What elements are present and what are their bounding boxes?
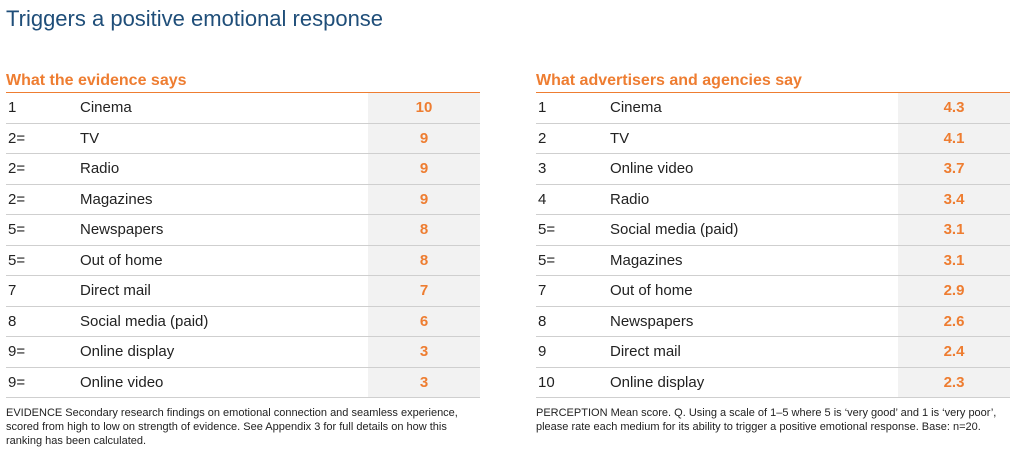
table-row: 1 Cinema 10	[6, 93, 480, 124]
medium-cell: Direct mail	[610, 343, 681, 361]
medium-cell: Out of home	[610, 282, 693, 300]
score-cell: 2.3	[898, 367, 1010, 397]
score-cell: 3.4	[898, 184, 1010, 214]
evidence-footnote: EVIDENCE Secondary research findings on …	[6, 407, 458, 447]
score-cell: 3.1	[898, 245, 1010, 275]
score-cell: 2.6	[898, 306, 1010, 336]
medium-cell: Out of home	[80, 251, 163, 269]
rank-cell: 5=	[538, 251, 556, 269]
score-cell: 3	[368, 367, 480, 397]
table-row: 2= TV 9	[6, 123, 480, 154]
table-row: 5= Social media (paid) 3.1	[536, 215, 1010, 246]
rank-cell: 8	[538, 312, 547, 330]
score-cell: 3.7	[898, 154, 1010, 184]
medium-cell: Radio	[80, 160, 120, 178]
medium-cell: Social media (paid)	[610, 221, 739, 239]
table-row: 5= Out of home 8	[6, 245, 480, 276]
rank-cell: 5=	[8, 251, 26, 269]
table-row: 2= Radio 9	[6, 154, 480, 185]
rank-cell: 2	[538, 129, 547, 147]
score-cell: 10	[368, 93, 480, 123]
perception-footnote: PERCEPTION Mean score. Q. Using a scale …	[536, 407, 997, 433]
medium-cell: Social media (paid)	[80, 312, 209, 330]
rank-cell: 7	[8, 282, 17, 300]
score-cell: 4.3	[898, 93, 1010, 123]
table-row: 2 TV 4.1	[536, 123, 1010, 154]
rank-cell: 5=	[8, 221, 26, 239]
table-row: 8 Newspapers 2.6	[536, 306, 1010, 337]
rank-cell: 9=	[8, 373, 26, 391]
medium-cell: Online video	[610, 160, 694, 178]
medium-cell: Direct mail	[80, 282, 151, 300]
table-row: 10 Online display 2.3	[536, 367, 1010, 398]
score-cell: 2.9	[898, 276, 1010, 306]
table-row: 9 Direct mail 2.4	[536, 337, 1010, 368]
score-cell: 9	[368, 123, 480, 153]
medium-cell: Radio	[610, 190, 650, 208]
rank-cell: 7	[538, 282, 547, 300]
medium-cell: Newspapers	[80, 221, 164, 239]
score-cell: 9	[368, 154, 480, 184]
table-row: 9= Online display 3	[6, 337, 480, 368]
medium-cell: Cinema	[610, 99, 662, 117]
table-row: 3 Online video 3.7	[536, 154, 1010, 185]
rank-cell: 5=	[538, 221, 556, 239]
rank-cell: 9=	[8, 343, 26, 361]
evidence-heading: What the evidence says	[6, 72, 187, 89]
medium-cell: Newspapers	[610, 312, 694, 330]
rank-cell: 3	[538, 160, 547, 178]
rank-cell: 1	[8, 99, 17, 117]
rank-cell: 8	[8, 312, 17, 330]
evidence-table: 1 Cinema 10 2= TV 9 2= Radio 9 2= Magazines 9 5= News…	[6, 92, 480, 398]
rank-cell: 2=	[8, 190, 26, 208]
table-row: 4 Radio 3.4	[536, 184, 1010, 215]
perception-heading: What advertisers and agencies say	[536, 72, 802, 89]
score-cell: 8	[368, 215, 480, 245]
table-row: 7 Out of home 2.9	[536, 276, 1010, 307]
medium-cell: Online video	[80, 373, 164, 391]
rank-cell: 9	[538, 343, 547, 361]
score-cell: 8	[368, 245, 480, 275]
medium-cell: TV	[80, 129, 100, 147]
table-row: 5= Newspapers 8	[6, 215, 480, 246]
rank-cell: 1	[538, 99, 547, 117]
score-cell: 7	[368, 276, 480, 306]
score-cell: 9	[368, 184, 480, 214]
score-cell: 6	[368, 306, 480, 336]
table-row: 1 Cinema 4.3	[536, 93, 1010, 124]
medium-cell: Cinema	[80, 99, 132, 117]
medium-cell: Online display	[80, 343, 175, 361]
table-row: 2= Magazines 9	[6, 184, 480, 215]
rank-cell: 2=	[8, 129, 26, 147]
evidence-panel: What the evidence says 1 Cinema 10 2= TV 9 2= R…	[6, 70, 480, 398]
table-row: 5= Magazines 3.1	[536, 245, 1010, 276]
medium-cell: Magazines	[610, 251, 683, 269]
score-cell: 3	[368, 337, 480, 367]
medium-cell: Online display	[610, 373, 705, 391]
page-title: Triggers a positive emotional response	[6, 6, 384, 31]
medium-cell: Magazines	[80, 190, 153, 208]
perception-panel: What advertisers and agencies say 1 Cinem…	[536, 70, 1010, 398]
score-cell: 4.1	[898, 123, 1010, 153]
score-cell: 2.4	[898, 337, 1010, 367]
score-cell: 3.1	[898, 215, 1010, 245]
medium-cell: TV	[610, 129, 630, 147]
perception-table: 1 Cinema 4.3 2 TV 4.1 3 Online video 3.7 4 Radio 3.…	[536, 92, 1010, 398]
table-row: 8 Social media (paid) 6	[6, 306, 480, 337]
rank-cell: 2=	[8, 160, 26, 178]
table-row: 9= Online video 3	[6, 367, 480, 398]
table-row: 7 Direct mail 7	[6, 276, 480, 307]
rank-cell: 10	[538, 373, 555, 391]
rank-cell: 4	[538, 190, 547, 208]
